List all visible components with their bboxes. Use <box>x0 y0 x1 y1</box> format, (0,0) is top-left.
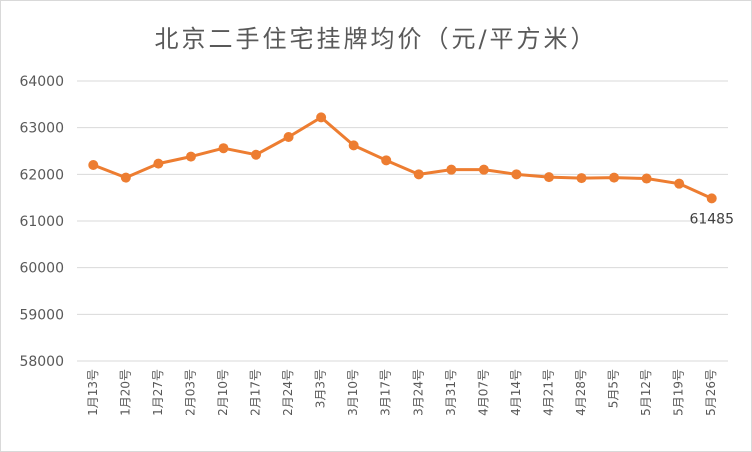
x-tick-label-1: 1月20号 <box>118 369 132 416</box>
series-line <box>91 115 714 200</box>
data-point-0 <box>88 160 99 170</box>
x-tick-label-10: 3月24号 <box>411 369 425 416</box>
data-point-12 <box>478 164 489 175</box>
x-tick-label-12: 4月07号 <box>476 369 490 416</box>
data-point-7 <box>316 112 327 123</box>
x-tick-label-14: 4月21号 <box>541 369 555 416</box>
y-tick-label-63000: 63000 <box>19 121 64 137</box>
x-tick-label-2: 1月27号 <box>151 369 165 416</box>
data-point-10 <box>413 169 424 180</box>
x-tick-label-3: 2月03号 <box>183 369 197 416</box>
x-tick-label-16: 5月5号 <box>607 369 621 408</box>
data-point-3 <box>185 151 196 162</box>
data-point-14 <box>543 172 554 183</box>
data-point-8 <box>348 140 359 151</box>
y-tick-label-61000: 61000 <box>19 214 64 230</box>
x-tick-label-15: 4月28号 <box>574 369 588 416</box>
chart-title: 北京二手住宅挂牌均价（元/平方米） <box>154 25 598 53</box>
y-tick-label-58000: 58000 <box>19 354 64 370</box>
x-tick-label-4: 2月10号 <box>216 369 230 416</box>
grid-lines <box>77 80 728 362</box>
y-tick-label-59000: 59000 <box>19 307 64 323</box>
data-point-16 <box>609 172 620 183</box>
data-point-15 <box>576 173 587 184</box>
x-axis-tick-labels: 1月13号 1月20号 1月27号 2月03号 2月10号 2月17号 2月24号 3月3号 3… <box>86 369 718 416</box>
y-tick-label-60000: 60000 <box>19 261 64 277</box>
x-tick-label-19: 5月26号 <box>704 369 718 416</box>
data-point-19 <box>706 193 717 204</box>
y-tick-label-62000: 62000 <box>19 167 64 183</box>
data-point-6 <box>283 132 294 142</box>
data-point-2 <box>153 158 164 169</box>
x-tick-label-9: 3月17号 <box>379 369 393 416</box>
data-label-0: 61485 <box>689 211 734 227</box>
y-tick-label-64000: 64000 <box>19 74 64 90</box>
x-tick-label-0: 1月13号 <box>86 369 100 416</box>
x-tick-label-11: 3月31号 <box>444 369 458 416</box>
x-tick-label-5: 2月17号 <box>249 369 263 416</box>
data-point-11 <box>446 164 457 175</box>
x-tick-label-8: 3月10号 <box>346 369 360 416</box>
data-point-13 <box>511 169 522 180</box>
x-tick-label-18: 5月19号 <box>672 369 686 416</box>
data-labels: 61485 <box>689 211 734 227</box>
x-tick-label-6: 2月24号 <box>281 369 295 416</box>
data-point-1 <box>120 172 131 183</box>
x-tick-label-13: 4月14号 <box>509 369 523 416</box>
data-point-18 <box>674 178 685 189</box>
x-tick-label-7: 3月3号 <box>314 369 328 408</box>
series-points <box>88 112 717 204</box>
data-point-5 <box>251 149 262 160</box>
series-line-layer <box>91 115 714 200</box>
data-point-4 <box>218 143 229 154</box>
y-axis-tick-labels: 58000 59000 60000 61000 62000 63000 64000 <box>19 74 64 370</box>
data-point-17 <box>641 173 652 184</box>
x-tick-label-17: 5月12号 <box>639 369 653 416</box>
data-point-9 <box>381 155 392 166</box>
